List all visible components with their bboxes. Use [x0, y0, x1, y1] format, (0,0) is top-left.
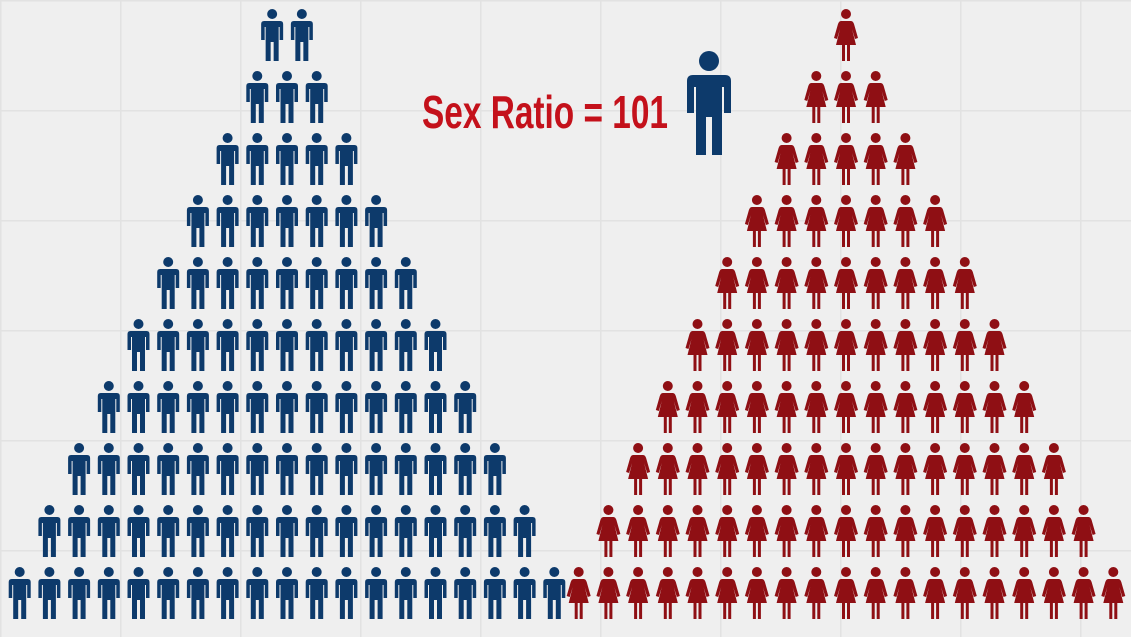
title: Sex Ratio = 101 — [422, 86, 668, 138]
infographic: Sex Ratio = 101 — [0, 0, 1131, 637]
page: {"title": "Sex Ratio = 101", "male_rows"… — [0, 0, 1131, 637]
